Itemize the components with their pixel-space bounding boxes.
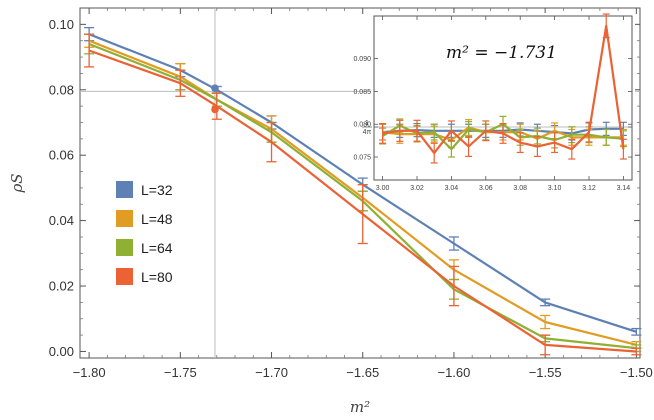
x-tick-label: −1.60	[437, 365, 470, 380]
x-tick-label: −1.65	[346, 365, 379, 380]
series-line-L64	[88, 42, 637, 350]
inset-y-tick-label: 0.085	[353, 89, 371, 96]
legend-swatch	[116, 210, 133, 227]
legend: L=32 L=48 L=64 L=80	[116, 181, 173, 285]
inset-x-tick-label: 3.02	[410, 185, 424, 192]
plot-frame	[79, 7, 641, 359]
inset-y-tick-label: 0.090	[353, 56, 371, 63]
x-axis-title: m²	[350, 398, 370, 416]
inset-x-tick-label: 3.12	[582, 185, 596, 192]
inset-x-tick-label: 3.08	[513, 185, 527, 192]
inset-y-tick-label-numerator: 1	[365, 120, 369, 127]
y-tick-label: 0.10	[49, 17, 74, 32]
x-tick-label: −1.55	[529, 365, 562, 380]
inset-x-tick-label: 3.10	[548, 185, 562, 192]
highlight-point	[211, 84, 219, 92]
inset-x-tick-label: 3.00	[376, 185, 390, 192]
legend-label: L=32	[141, 182, 173, 198]
legend-swatch	[116, 181, 133, 198]
x-tick-label: −1.50	[620, 365, 653, 380]
legend-swatch	[116, 239, 133, 256]
legend-label: L=64	[141, 240, 173, 256]
series-line-L48	[88, 39, 637, 346]
highlight-point	[211, 105, 219, 114]
inset-x-tick-label: 3.04	[445, 185, 459, 192]
main-plot: −1.80 −1.75 −1.70 −1.65 −1.60 −1.55 −1.50 0.00 0…	[49, 7, 653, 380]
inset-y-tick-label-denominator: 4π	[363, 129, 372, 136]
inset-frame	[373, 15, 633, 181]
inset-plot: 3.00 3.02 3.04 3.06 3.08 3.10 3.12 3.14 0.075 1 4π…	[353, 13, 635, 192]
legend-label: L=80	[141, 269, 173, 285]
y-tick-label: 0.08	[49, 82, 74, 97]
y-tick-label: 0.00	[49, 344, 74, 359]
x-tick-label: −1.75	[164, 365, 197, 380]
inset-annotation: m² = −1.731	[446, 43, 557, 63]
series-line-L32	[88, 33, 637, 333]
series-line-L80	[88, 49, 637, 353]
y-tick-label: 0.04	[49, 213, 74, 228]
y-tick-label: 0.02	[49, 279, 74, 294]
inset-y-tick-label: 0.080	[353, 122, 371, 129]
inset-x-tick-label: 3.06	[479, 185, 493, 192]
legend-swatch	[116, 268, 133, 285]
y-tick-label: 0.06	[49, 148, 74, 163]
y-axis-title: ρS	[8, 173, 26, 193]
x-tick-label: −1.70	[255, 365, 288, 380]
x-tick-label: −1.80	[73, 365, 106, 380]
legend-label: L=48	[141, 211, 173, 227]
inset-y-tick-label: 0.075	[353, 155, 371, 162]
inset-x-tick-label: 3.14	[617, 185, 631, 192]
